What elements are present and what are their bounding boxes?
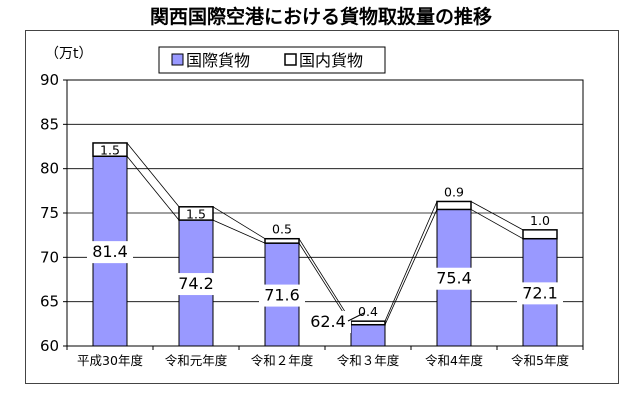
bar-domestic	[350, 320, 386, 326]
series-line-total	[212, 206, 266, 240]
y-axis-label: （万t）	[45, 46, 93, 62]
bar-domestic	[92, 142, 128, 158]
legend-label-intl: 国際貨物	[186, 51, 250, 70]
intl-label-bg	[87, 241, 133, 264]
bar-domestic	[178, 206, 214, 221]
domestic-data-label: 1.5	[186, 206, 206, 221]
series-line-total	[470, 201, 524, 231]
x-tick-label: 平成30年度	[77, 353, 143, 368]
intl-data-label: 72.1	[522, 283, 558, 302]
intl-data-label: 75.4	[436, 269, 472, 288]
bar-domestic	[522, 229, 558, 240]
y-tick-label: 60	[40, 337, 59, 355]
intl-data-label: 71.6	[264, 286, 300, 305]
y-tick-label: 90	[40, 71, 59, 89]
y-tick-label: 80	[40, 160, 59, 178]
bar-domestic	[264, 237, 300, 244]
intl-data-label: 62.4	[310, 312, 346, 331]
y-tick-label: 65	[40, 293, 59, 311]
domestic-data-label: 0.4	[358, 304, 378, 319]
y-tick-label: 70	[40, 248, 59, 266]
series-line-total	[298, 238, 352, 322]
legend-swatch-domestic	[284, 53, 297, 66]
legend-label-domestic: 国内貨物	[299, 51, 363, 70]
y-tick-label: 75	[40, 204, 59, 222]
domestic-data-label: 1.0	[530, 213, 550, 228]
x-tick-label: 令和元年度	[165, 353, 228, 368]
bar-intl	[350, 324, 386, 347]
intl-label-bg	[259, 284, 305, 307]
x-tick-label: 令和5年度	[511, 353, 569, 368]
domestic-data-label: 0.5	[272, 222, 292, 237]
series-line-intl	[384, 209, 438, 325]
series-line-total	[384, 201, 438, 322]
intl-label-bg	[173, 273, 219, 296]
series-line-intl	[212, 219, 266, 244]
x-tick-label: 令和4年度	[425, 353, 483, 368]
intl-label-bg	[305, 311, 351, 333]
intl-data-label: 81.4	[92, 242, 128, 261]
y-tick-label: 85	[40, 115, 59, 133]
intl-data-label: 74.2	[178, 274, 214, 293]
series-line-intl	[126, 156, 180, 221]
chart-frame	[25, 30, 619, 384]
series-line-total	[126, 142, 180, 208]
series-line-intl	[470, 209, 524, 240]
bar-domestic	[436, 200, 472, 211]
x-tick-label: 令和２年度	[251, 353, 314, 368]
legend-box	[158, 46, 386, 74]
x-tick-label: 令和３年度	[337, 353, 400, 368]
domestic-data-label: 1.5	[100, 143, 120, 158]
chart-title: 関西国際空港における貨物取扱量の推移	[149, 6, 492, 28]
leader-line	[347, 312, 365, 322]
domestic-data-label: 0.9	[444, 184, 464, 199]
intl-label-bg	[517, 282, 563, 305]
legend-swatch-intl	[171, 53, 184, 66]
intl-label-bg	[431, 267, 477, 290]
